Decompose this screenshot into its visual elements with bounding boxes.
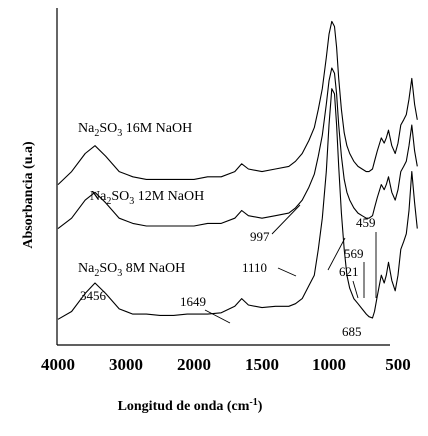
series-line-2: [57, 67, 418, 230]
peak-label: 1649: [180, 294, 206, 309]
x-tick-label: 4000: [41, 355, 75, 374]
peak-label: 459: [356, 215, 376, 230]
peak-label: 569: [344, 246, 364, 261]
x-tick-label: 1000: [312, 355, 346, 374]
peak-label: 621: [339, 264, 359, 279]
x-tick-label: 1500: [245, 355, 279, 374]
peak-label: 1110: [242, 260, 267, 275]
peak-leader-line: [204, 309, 231, 324]
peak-label: 685: [342, 324, 362, 339]
x-tick-label: 2000: [177, 355, 211, 374]
series-line-3: [57, 20, 418, 185]
series-line-1: [57, 88, 418, 320]
series-label-3: Na2SO3 16M NaOH: [78, 121, 192, 139]
peak-leader-line: [277, 267, 297, 277]
series-label-1: Na2SO3 8M NaOH: [78, 261, 185, 279]
peak-leader-line: [327, 237, 346, 271]
peak-label: 997: [250, 229, 270, 244]
x-tick-label: 3000: [109, 355, 143, 374]
peak-leader-line: [271, 204, 301, 235]
series-label-2: Na2SO3 12M NaOH: [90, 189, 204, 207]
peak-label: 3456: [80, 288, 107, 303]
x-tick-label: 500: [385, 355, 411, 374]
peak-leader-line: [352, 280, 359, 299]
y-axis-title: Absorbancia (u.a): [21, 141, 36, 249]
x-axis-title: Longitud de onda (cm-1): [118, 397, 263, 414]
